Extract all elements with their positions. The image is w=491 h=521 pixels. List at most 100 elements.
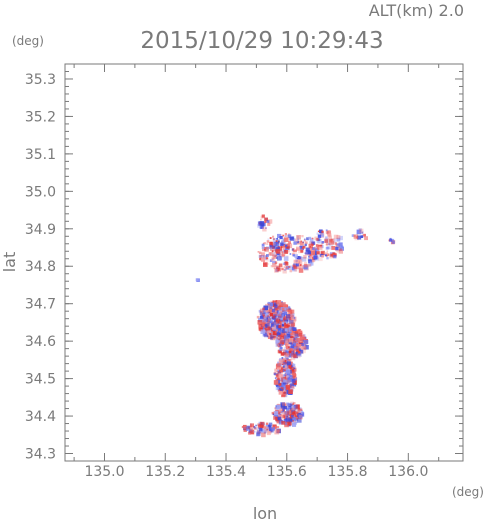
- echo-cell: [310, 238, 314, 242]
- echo-cell: [311, 241, 316, 245]
- x-tick-label: 135.8: [328, 464, 368, 480]
- echo-cell: [268, 334, 270, 337]
- echo-cell: [276, 238, 278, 240]
- echo-cell: [328, 239, 333, 243]
- echo-cell: [296, 238, 300, 241]
- echo-cell: [277, 349, 282, 354]
- echo-cell: [283, 393, 288, 398]
- echo-cell: [287, 249, 290, 253]
- echo-cell: [338, 242, 343, 247]
- echo-cell: [321, 255, 324, 258]
- echo-cell: [273, 317, 278, 323]
- echo-cell: [331, 246, 336, 250]
- echo-cell: [293, 238, 296, 241]
- echo-cell: [261, 246, 265, 250]
- echo-cell: [293, 241, 297, 245]
- echo-cell: [274, 312, 277, 314]
- echo-cell: [262, 314, 265, 318]
- echo-cell: [283, 406, 287, 409]
- echo-cell: [283, 322, 286, 325]
- echo-cell: [288, 375, 294, 380]
- echo-cell: [277, 233, 282, 239]
- echo-cell: [269, 259, 273, 262]
- echo-cell: [289, 319, 294, 324]
- echo-cell: [275, 246, 280, 252]
- echo-cell: [296, 264, 302, 270]
- echo-cell: [310, 248, 315, 253]
- echo-cell: [292, 347, 295, 350]
- echo-cell: [285, 377, 288, 380]
- echo-cell: [314, 246, 317, 249]
- echo-cell: [261, 319, 267, 324]
- echo-cell: [288, 329, 292, 333]
- y-tick-label: 34.3: [25, 447, 56, 463]
- echo-layer: [195, 214, 396, 438]
- echo-cell: [271, 427, 275, 431]
- echo-cell: [261, 257, 265, 262]
- echo-cell: [304, 238, 306, 241]
- echo-cell: [310, 262, 314, 266]
- echo-cell: [280, 369, 283, 373]
- echo-cell: [262, 319, 265, 322]
- echo-cell: [259, 255, 264, 260]
- echo-cell: [289, 265, 294, 270]
- echo-cell: [243, 428, 247, 432]
- echo-cell: [293, 354, 297, 358]
- echo-cell: [279, 236, 283, 240]
- echo-cell: [273, 326, 278, 331]
- echo-cell: [293, 259, 298, 264]
- echo-cell: [312, 259, 315, 263]
- echo-cell: [278, 347, 283, 352]
- echo-cell: [282, 412, 286, 416]
- echo-cell: [277, 321, 279, 323]
- echo-cell: [281, 415, 285, 419]
- echo-cell: [297, 418, 302, 423]
- echo-cell: [266, 318, 272, 323]
- echo-cell: [314, 247, 319, 252]
- echo-cell: [288, 316, 293, 321]
- echo-cell: [285, 375, 289, 378]
- x-tick-label: 136.0: [388, 464, 428, 480]
- echo-cell: [263, 242, 267, 245]
- echo-cell: [284, 328, 288, 332]
- echo-cell: [266, 220, 270, 223]
- echo-cell: [300, 249, 304, 253]
- echo-cell: [272, 315, 276, 319]
- echo-cell: [329, 233, 332, 236]
- echo-cell: [262, 311, 266, 315]
- echo-cell: [288, 307, 291, 310]
- echo-cell: [265, 428, 270, 432]
- echo-cell: [273, 241, 278, 246]
- echo-cell: [274, 429, 280, 435]
- echo-cell: [305, 247, 310, 252]
- echo-cell: [271, 250, 274, 253]
- echo-cell: [330, 241, 335, 245]
- echo-cell: [282, 269, 287, 274]
- echo-cell: [268, 305, 273, 310]
- echo-cell: [250, 431, 254, 434]
- echo-cell: [292, 417, 296, 421]
- echo-cell: [265, 426, 270, 431]
- echo-cell: [288, 338, 294, 343]
- echo-cell: [269, 332, 272, 336]
- echo-cell: [253, 430, 256, 433]
- echo-cell: [285, 353, 290, 358]
- echo-cell: [286, 328, 290, 333]
- echo-cell: [258, 254, 262, 258]
- echo-cell: [262, 320, 267, 325]
- echo-cell: [284, 349, 288, 354]
- echo-cell: [288, 322, 291, 326]
- echo-cell: [276, 371, 280, 374]
- echo-cell: [309, 253, 312, 256]
- echo-cell: [277, 239, 280, 242]
- echo-cell: [259, 311, 263, 315]
- echo-cell: [300, 417, 303, 420]
- echo-cell: [272, 325, 277, 330]
- echo-cell: [288, 265, 291, 268]
- echo-cell: [279, 333, 283, 336]
- echo-cell: [260, 329, 266, 334]
- echo-cell: [335, 243, 341, 248]
- echo-cell: [326, 257, 329, 260]
- echo-cell: [336, 235, 341, 239]
- echo-cell: [325, 243, 329, 246]
